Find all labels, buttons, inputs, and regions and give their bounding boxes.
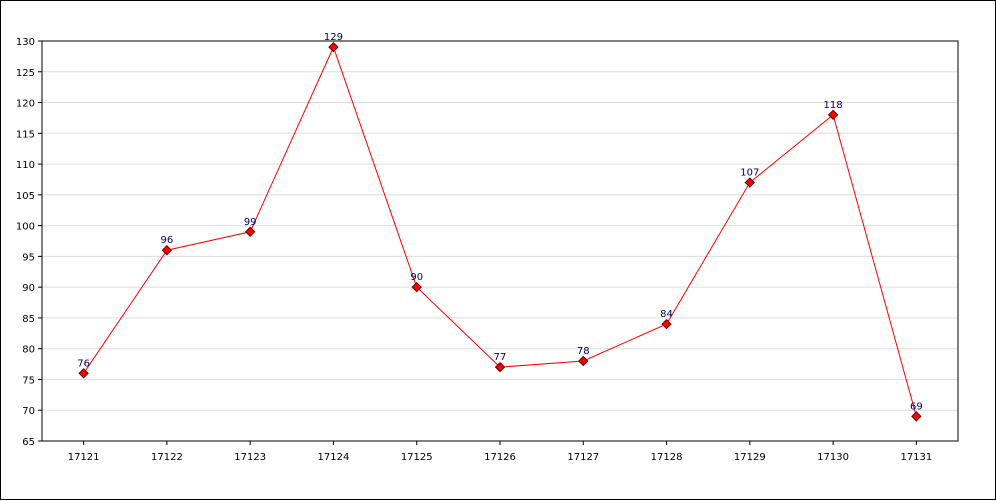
x-tick-label: 17125 (401, 452, 433, 463)
data-point (494, 361, 506, 373)
y-tick-label: 80 (22, 345, 35, 356)
data-point (578, 355, 589, 367)
data-label: 96 (161, 235, 174, 246)
y-tick-label: 125 (16, 68, 35, 79)
y-tick-label: 70 (22, 406, 35, 417)
data-label: 76 (77, 358, 90, 369)
axes: 65 70 75 80 85 90 95 100 105 110 115 120 125 130 17121… (16, 37, 959, 463)
x-tick-label: 17130 (817, 452, 849, 463)
data-point (827, 109, 839, 121)
data-point (744, 177, 756, 188)
x-tick-label: 17123 (234, 452, 266, 463)
x-tick-label: 17131 (900, 452, 932, 463)
data-label: 107 (740, 168, 759, 179)
y-tick-label: 105 (16, 191, 35, 202)
data-label: 84 (660, 309, 673, 320)
y-tick-label: 110 (16, 160, 35, 171)
y-tick-label: 90 (22, 283, 35, 294)
data-label: 77 (494, 352, 507, 363)
data-label: 69 (910, 401, 923, 412)
data-point (911, 411, 922, 422)
plot-area-border (41, 40, 959, 442)
data-label: 129 (324, 32, 343, 43)
data-point (244, 226, 256, 237)
data-label: 118 (824, 100, 843, 111)
grid-lines (42, 71, 958, 411)
data-points (78, 41, 922, 422)
y-tick-label: 115 (16, 129, 35, 140)
x-tick-label: 17121 (68, 452, 100, 463)
x-tick-label: 17122 (151, 452, 183, 463)
y-tick-label: 85 (22, 314, 35, 325)
y-tick-label: 95 (22, 252, 35, 263)
x-tick-label: 17127 (567, 452, 599, 463)
data-label: 99 (244, 217, 257, 228)
x-tick-label: 17126 (484, 452, 516, 463)
data-label: 90 (410, 272, 423, 283)
data-point (411, 281, 422, 293)
y-tick-label: 65 (22, 437, 35, 448)
data-labels: 76 96 99 129 90 77 78 84 107 118 69 (77, 32, 922, 412)
data-point (661, 318, 672, 330)
y-tick-label: 75 (22, 375, 35, 386)
x-tick-label: 17129 (734, 452, 766, 463)
y-tick-label: 100 (16, 222, 35, 233)
data-label: 78 (577, 346, 590, 357)
data-point (78, 368, 89, 379)
x-tick-label: 17128 (651, 452, 683, 463)
data-point (328, 41, 339, 53)
y-tick-label: 130 (16, 37, 35, 48)
y-tick-label: 120 (16, 99, 35, 110)
data-point (161, 245, 173, 256)
x-tick-label: 17124 (318, 452, 350, 463)
